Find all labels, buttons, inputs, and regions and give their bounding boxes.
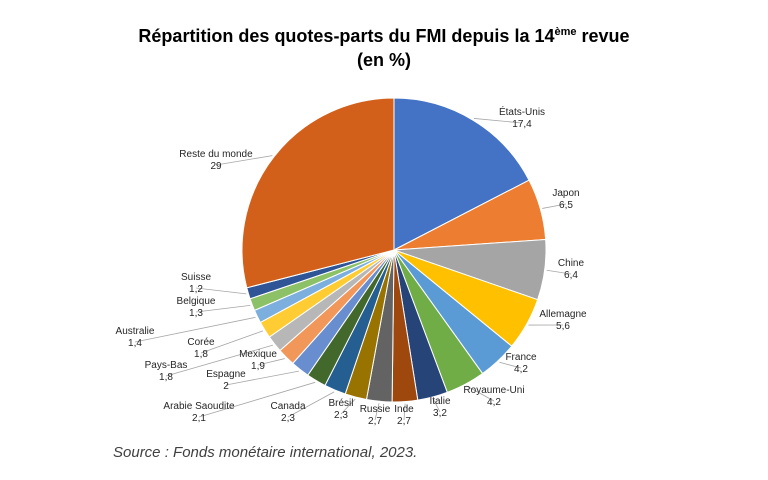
slice-value-bresil: 2,3 [334, 410, 348, 421]
slice-value-suisse: 1,2 [189, 284, 203, 295]
slice-label-bresil: Brésil [328, 398, 353, 409]
leader-line-japon [542, 203, 567, 209]
leader-line-bresil [340, 398, 356, 415]
slice-value-mexique: 1,9 [251, 361, 265, 372]
leader-line-france [499, 361, 522, 369]
title-superscript: ème [554, 26, 577, 38]
slice-label-belgique: Belgique [177, 296, 216, 307]
leader-line-coree [200, 330, 264, 354]
slice-value-chine: 6,4 [564, 270, 578, 281]
leader-line-inde [403, 403, 406, 421]
slice-label-royaume-uni: Royaume-Uni [463, 385, 524, 396]
slice-value-australie: 1,4 [128, 338, 142, 349]
slice-value-espagne: 2 [223, 381, 229, 392]
slice-value-royaume-uni: 4,2 [487, 397, 501, 408]
slice-label-reste-du-monde: Reste du monde [179, 149, 253, 160]
leader-line-royaume-uni [466, 385, 495, 402]
leader-line-reste-du-monde [215, 155, 273, 166]
slice-label-canada: Canada [270, 401, 305, 412]
slice-label-russie: Russie [360, 404, 391, 415]
leader-line-suisse [195, 287, 247, 295]
slice-label-chine: Chine [558, 258, 585, 269]
leader-line-chine [546, 269, 572, 275]
slice-label-inde: Inde [394, 404, 414, 415]
slice-value-canada: 2,3 [281, 413, 295, 424]
slice-value-inde: 2,7 [397, 416, 411, 427]
pie-slice-reste-du-monde [241, 97, 395, 289]
chart-title-line2: (en %) [357, 50, 411, 70]
slice-label-japon: Japon [552, 188, 579, 199]
leader-line-belgique [195, 304, 251, 313]
slice-value-arabie-saoudite: 2,1 [192, 413, 206, 424]
slice-label-france: France [505, 352, 537, 363]
leader-lines [134, 118, 572, 421]
source-note: Source : Fonds monétaire international, … [113, 444, 418, 461]
slice-value-reste-du-monde: 29 [210, 161, 222, 172]
slice-value-russie: 2,7 [368, 416, 382, 427]
slice-value-etats-unis: 17,4 [512, 119, 532, 130]
slice-label-australie: Australie [116, 326, 155, 337]
pie-slice-etats-unis [393, 97, 530, 251]
leader-line-espagne [225, 370, 299, 386]
slice-value-france: 4,2 [514, 364, 528, 375]
slice-label-allemagne: Allemagne [539, 309, 587, 320]
slice-label-etats-unis: États-Unis [499, 105, 545, 118]
slice-label-suisse: Suisse [181, 272, 211, 283]
slice-label-arabie-saoudite: Arabie Saoudite [163, 401, 235, 412]
slice-value-japon: 6,5 [559, 200, 573, 211]
slice-value-pays-bas: 1,8 [159, 372, 173, 383]
leader-line-arabie-saoudite [198, 381, 316, 418]
slice-value-belgique: 1,3 [189, 308, 203, 319]
leader-line-etats-unis [474, 118, 523, 124]
slice-value-allemagne: 5,6 [556, 321, 570, 332]
pie-slices [241, 97, 547, 403]
slice-value-coree: 1,8 [194, 349, 208, 360]
leader-line-italie [432, 398, 441, 413]
leader-line-pays-bas [165, 344, 274, 377]
slice-label-mexique: Mexique [239, 349, 277, 360]
leader-line-canada [287, 391, 335, 418]
leader-line-australie [134, 316, 256, 343]
leader-line-mexique [257, 358, 285, 366]
chart-title-line1: Répartition des quotes-parts du FMI depu… [138, 26, 630, 46]
slice-label-italie: Italie [429, 396, 451, 407]
chart-title: Répartition des quotes-parts du FMI depu… [0, 20, 768, 72]
slice-label-coree: Corée [187, 337, 215, 348]
slice-label-pays-bas: Pays-Bas [145, 360, 188, 371]
slice-value-italie: 3,2 [433, 408, 447, 419]
slice-label-espagne: Espagne [206, 369, 246, 380]
leader-line-russie [374, 403, 380, 421]
